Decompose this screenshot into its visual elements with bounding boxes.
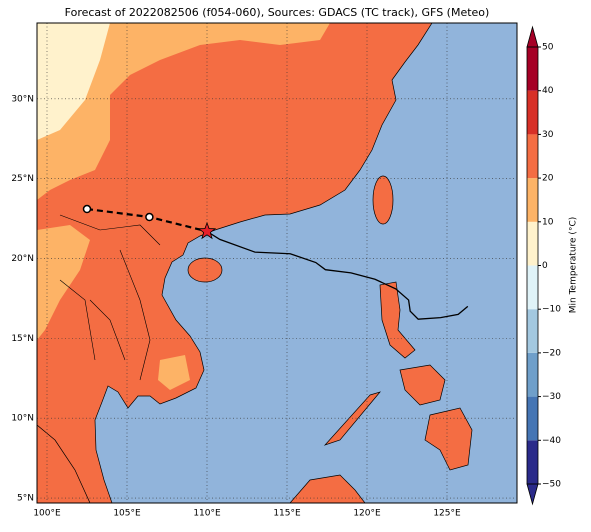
borneo bbox=[289, 474, 366, 503]
colorbar-segment bbox=[527, 134, 538, 179]
lon-tick-label: 120°E bbox=[353, 509, 381, 519]
borders bbox=[59, 214, 161, 381]
colorbar-tick-label: 10 bbox=[542, 217, 554, 227]
colorbar-tick-label: 0 bbox=[542, 261, 548, 271]
colorbar-segment bbox=[527, 309, 538, 353]
visayas bbox=[399, 364, 446, 406]
map-frame bbox=[36, 22, 518, 504]
colorbar-segment bbox=[527, 90, 538, 135]
colorbar-tick-label: 40 bbox=[542, 86, 554, 96]
colorbar-arrow bbox=[526, 25, 539, 48]
mindanao bbox=[424, 407, 473, 471]
colorbar-label: Min Temperature (°C) bbox=[569, 217, 579, 314]
lon-tick-label: 110°E bbox=[193, 509, 221, 519]
lat-tick-label: 20°N bbox=[11, 254, 34, 264]
luzon bbox=[379, 281, 416, 359]
colorbar-tick-label: 20 bbox=[542, 174, 554, 184]
hainan bbox=[187, 257, 223, 283]
lat-tick-label: 5°N bbox=[17, 494, 34, 504]
taiwan bbox=[372, 175, 394, 225]
colorbar-segment bbox=[527, 396, 538, 441]
colorbar-tick-label: −40 bbox=[542, 436, 561, 446]
colorbar-arrow bbox=[526, 483, 539, 506]
colorbar-segment bbox=[527, 352, 538, 397]
lon-tick-label: 125°E bbox=[433, 509, 461, 519]
lon-tick-label: 105°E bbox=[113, 509, 141, 519]
lat-tick-label: 10°N bbox=[11, 414, 34, 424]
colorbar-tick-label: −30 bbox=[542, 392, 561, 402]
colorbar-tick-label: 50 bbox=[542, 43, 554, 53]
colorbar-segment bbox=[527, 221, 538, 266]
map-area bbox=[37, 23, 517, 503]
colorbar-tick-label: −10 bbox=[542, 305, 561, 315]
colorbar-tick-label: 30 bbox=[542, 130, 554, 140]
lat-tick-label: 25°N bbox=[11, 174, 34, 184]
map-title: Forecast of 2022082506 (f054-060), Sourc… bbox=[65, 6, 490, 19]
pale-land bbox=[37, 23, 110, 140]
lat-tick-label: 15°N bbox=[11, 334, 34, 344]
colorbar-tick-label: −50 bbox=[542, 480, 561, 490]
colorbar-segment bbox=[527, 440, 538, 484]
lon-tick-label: 100°E bbox=[33, 509, 61, 519]
colorbar-tick-label: −20 bbox=[542, 348, 561, 358]
current-position bbox=[197, 221, 217, 240]
colorbar-segment bbox=[527, 178, 538, 222]
forecast-point bbox=[82, 204, 92, 214]
light-land bbox=[158, 355, 190, 390]
colorbar-segment bbox=[527, 47, 538, 91]
lat-tick-label: 30°N bbox=[11, 94, 34, 104]
tc-track bbox=[206, 230, 469, 320]
forecast-point bbox=[145, 212, 154, 222]
lon-tick-label: 115°E bbox=[273, 509, 301, 519]
sumatra bbox=[37, 424, 91, 503]
light-land bbox=[37, 23, 330, 200]
mainland bbox=[37, 23, 433, 503]
colorbar-segment bbox=[527, 265, 538, 310]
